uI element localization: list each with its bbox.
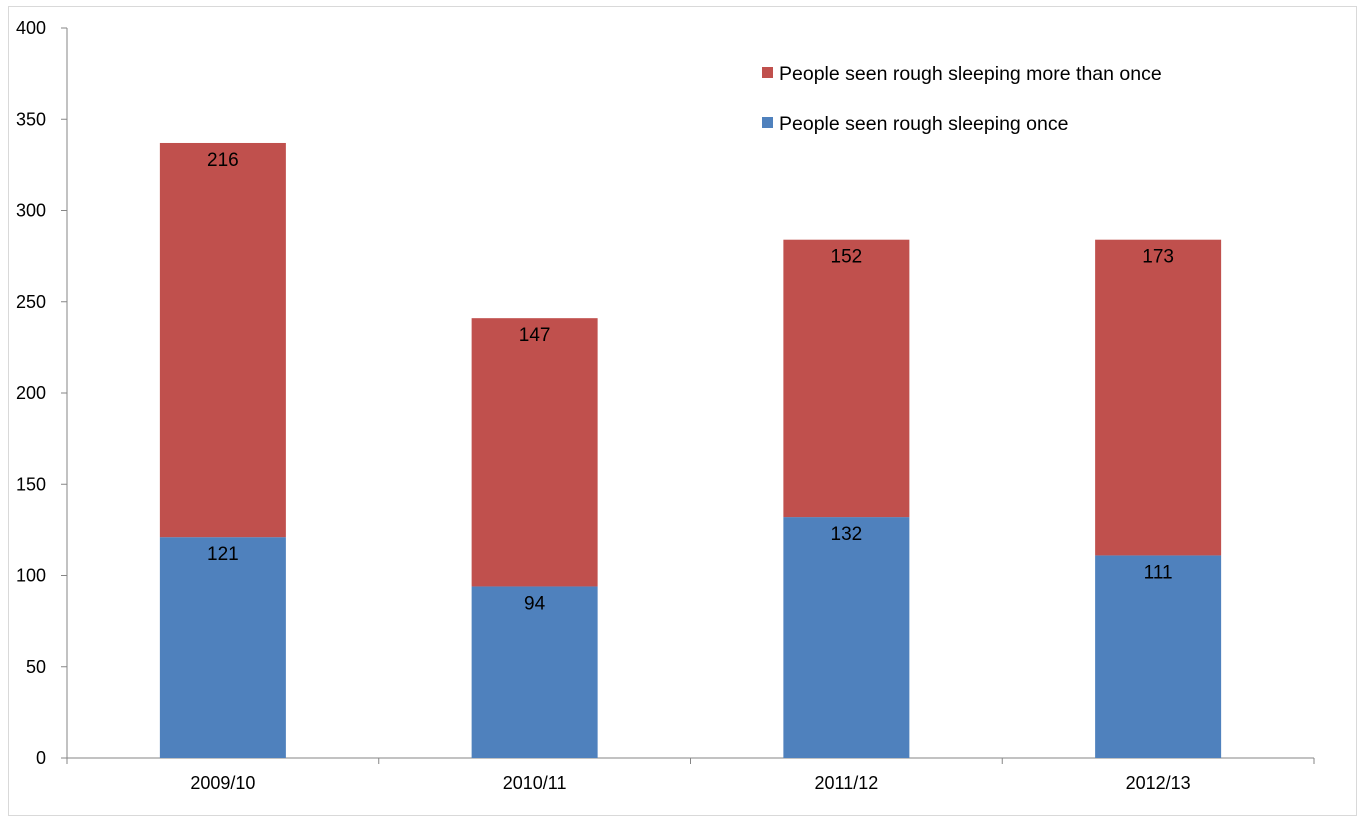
- data-label: 94: [524, 593, 546, 614]
- bar-once-0: [159, 537, 286, 758]
- chart-frame: [8, 6, 1357, 816]
- legend-label: People seen rough sleeping once: [779, 113, 1068, 135]
- bar-more-than-once-1: [471, 318, 598, 587]
- data-label: 152: [831, 247, 863, 268]
- y-tick-label: 350: [16, 109, 46, 129]
- bar-more-than-once-3: [1095, 239, 1222, 556]
- bar-more-than-once-0: [159, 142, 286, 538]
- bar-once-2: [783, 517, 910, 758]
- data-label: 173: [1142, 247, 1174, 268]
- bar-more-than-once-2: [783, 239, 910, 518]
- y-tick-label: 50: [26, 657, 46, 677]
- data-labels: 121 216 94 147 132 152 111 173: [207, 150, 1174, 614]
- x-tick-label: 2012/13: [1126, 773, 1191, 793]
- x-tick-label: 2010/11: [503, 773, 567, 793]
- legend-label: People seen rough sleeping more than onc…: [779, 63, 1162, 85]
- data-label: 132: [831, 524, 863, 545]
- bar-once-1: [471, 586, 598, 758]
- data-label: 147: [519, 325, 551, 346]
- y-tick-label: 200: [16, 383, 46, 403]
- x-tick-label: 2009/10: [190, 773, 255, 793]
- y-tick-label: 250: [16, 292, 46, 312]
- legend-swatch: [762, 67, 773, 78]
- x-tick-label: 2011/12: [815, 773, 879, 793]
- y-tick-label: 150: [16, 474, 46, 494]
- data-label: 216: [207, 150, 239, 171]
- bars: [159, 142, 1222, 758]
- legend-swatch: [762, 117, 773, 128]
- data-label: 121: [207, 544, 239, 565]
- y-tick-label: 400: [16, 18, 46, 38]
- data-label: 111: [1144, 562, 1173, 583]
- bar-once-3: [1095, 555, 1222, 758]
- legend: People seen rough sleeping more than onc…: [762, 63, 1162, 135]
- y-tick-label: 300: [16, 201, 46, 221]
- x-axis: 2009/10 2010/11 2011/12 2012/13: [66, 757, 1315, 793]
- y-tick-label: 100: [16, 566, 46, 586]
- y-tick-label: 0: [36, 748, 46, 768]
- y-axis: 0 50 100 150 200 250 300 350 400: [16, 18, 68, 768]
